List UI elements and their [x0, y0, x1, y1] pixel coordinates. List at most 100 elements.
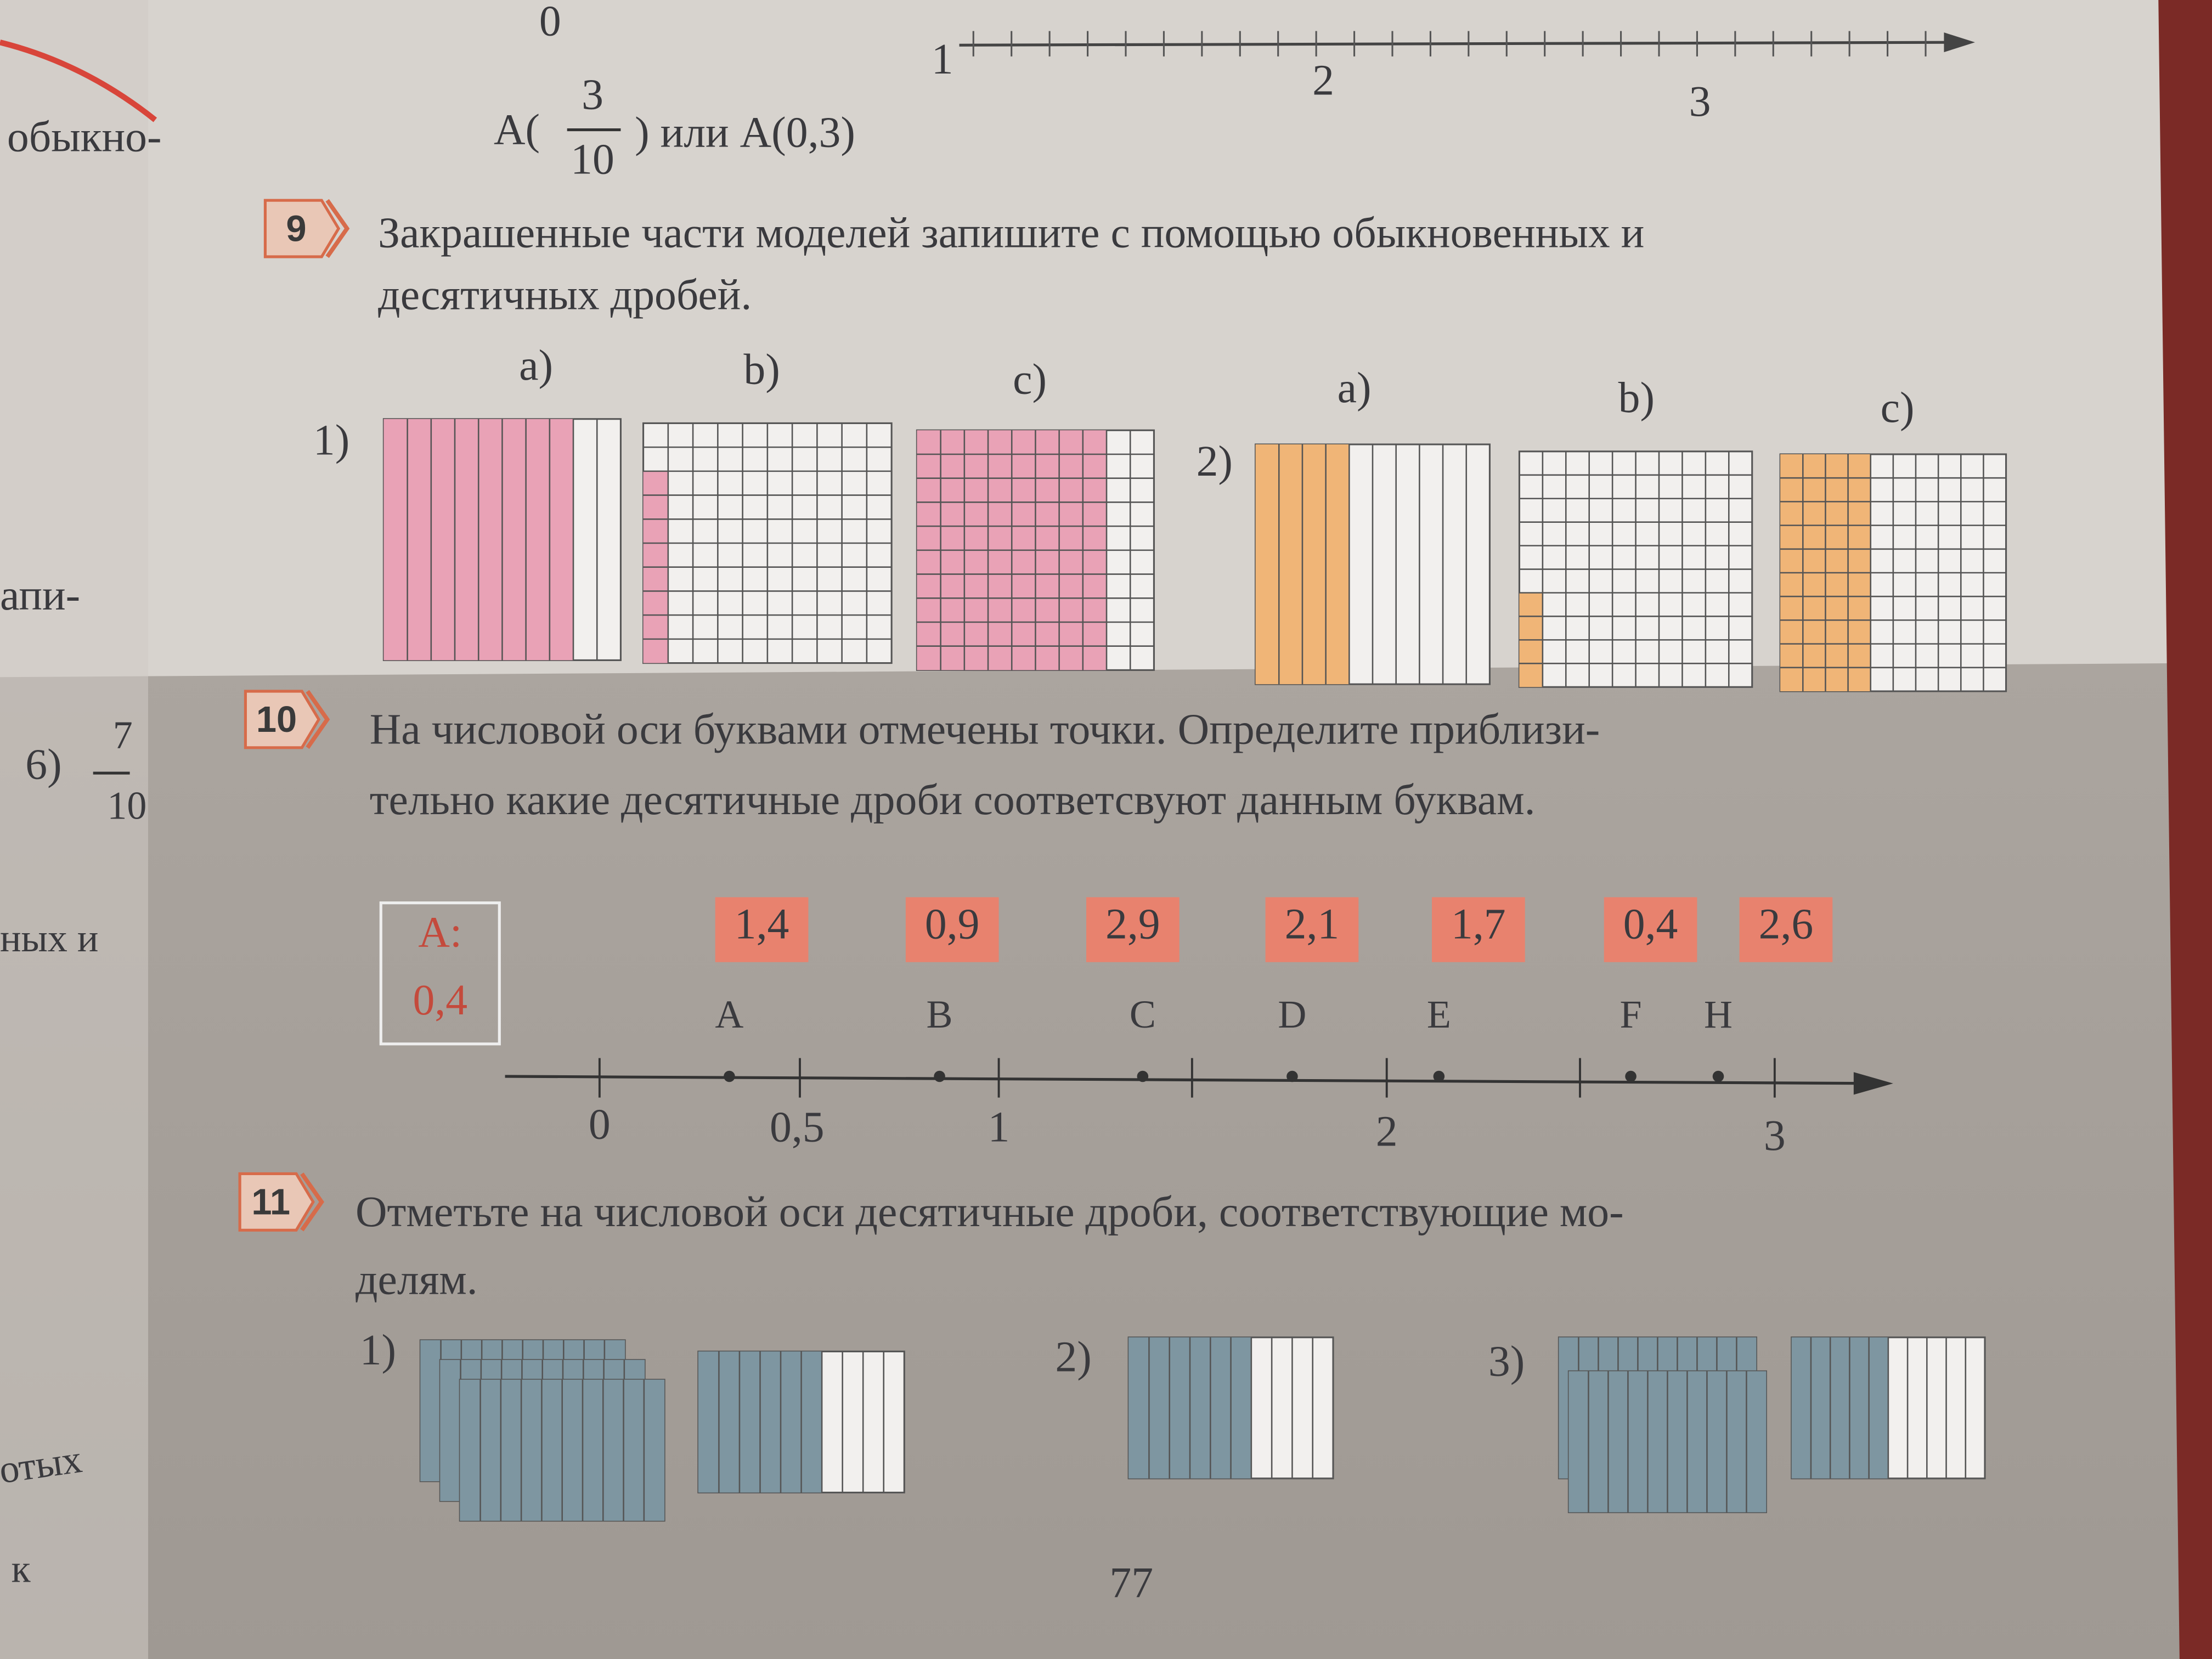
model-shade [964, 598, 989, 622]
model-shade [1059, 430, 1083, 454]
example-box-value: 0,4 [413, 976, 467, 1024]
point-letter: C [1130, 992, 1156, 1036]
model-shade [1803, 549, 1826, 573]
model-shade [1780, 549, 1803, 573]
model-shade [431, 419, 455, 661]
model-shade [1255, 444, 1279, 685]
badge-shape [244, 690, 321, 749]
model-shade [1035, 478, 1059, 503]
answer: 2,9 [1105, 900, 1160, 948]
model-shade [917, 502, 941, 527]
model-shade [1780, 525, 1803, 549]
model-shade [988, 430, 1012, 454]
model-shade [1325, 444, 1350, 685]
blue-model-shade [1746, 1371, 1767, 1513]
model-shade [1825, 596, 1848, 620]
model-shade [1012, 454, 1036, 478]
item-label: 3) [1488, 1337, 1525, 1385]
top-arrow [1944, 32, 1975, 53]
model-shade [1012, 550, 1036, 574]
model-shade [940, 598, 964, 622]
blue-model-shade [521, 1379, 542, 1521]
model-shade [1012, 478, 1036, 503]
exercise-text: Закрашенные части моделей запишите с пом… [378, 208, 1644, 257]
model-shade [940, 454, 964, 478]
model-shade [1082, 526, 1107, 550]
model-shade [502, 419, 526, 661]
model-shade [1082, 478, 1107, 503]
exercise-number: 11 [251, 1182, 290, 1223]
blue-model-shade [460, 1379, 481, 1521]
model-shade [1059, 526, 1083, 550]
model-shade [1848, 573, 1871, 597]
model-shade [1825, 525, 1848, 549]
model-shade [1780, 667, 1803, 691]
model-shade [643, 495, 668, 520]
model-shade [1780, 644, 1803, 668]
blue-model-shade [541, 1379, 562, 1521]
model-shade [1082, 574, 1107, 599]
model-shade [1059, 646, 1083, 670]
blue-model-shade [1726, 1371, 1747, 1513]
model-shade [917, 622, 941, 646]
model-shade [1848, 478, 1871, 502]
model-shade [940, 430, 964, 454]
blue-model-shade [500, 1379, 522, 1521]
model-shade [1825, 549, 1848, 573]
model-shade [940, 574, 964, 599]
exercise-number: 10 [256, 699, 297, 740]
model-shade [1848, 644, 1871, 668]
blue-model-shade [1687, 1371, 1707, 1513]
example-prefix: A( [494, 106, 540, 154]
model-shade [964, 454, 989, 478]
axis-label: 0 [589, 1100, 611, 1148]
model-shade [1803, 644, 1826, 668]
exercise-text: Отметьте на числовой оси десятичные дроб… [356, 1188, 1624, 1236]
page-number: 77 [1109, 1559, 1153, 1607]
model-shade [988, 478, 1012, 503]
blue-model-shade [1210, 1337, 1231, 1479]
exercise-text: делям. [356, 1255, 478, 1304]
model-shade [1035, 598, 1059, 622]
model-shade [1012, 598, 1036, 622]
model-shade [1519, 640, 1543, 664]
model-shade [1780, 596, 1803, 620]
model-shade [988, 574, 1012, 599]
model-shade [1035, 502, 1059, 527]
model-shade [917, 598, 941, 622]
model-shade [940, 478, 964, 503]
blue-model-shade [1568, 1371, 1589, 1513]
blue-model-shade [1667, 1371, 1688, 1513]
axis-arrow [1853, 1072, 1893, 1095]
blue-model-shade [1128, 1337, 1149, 1479]
model-shade [1825, 644, 1848, 668]
model-shade [1082, 502, 1107, 527]
blue-model-shade [1707, 1371, 1727, 1513]
model-shade [1082, 646, 1107, 670]
model-shade [1059, 550, 1083, 574]
answer: 2,6 [1759, 900, 1814, 948]
axis-label: 0,5 [770, 1103, 825, 1152]
answer: 1,7 [1451, 900, 1506, 948]
model-shade [917, 526, 941, 550]
model-shade [643, 615, 668, 639]
point [1433, 1070, 1445, 1082]
model-shade [1780, 454, 1803, 478]
item-label: c) [1013, 356, 1047, 404]
item-label: a) [1338, 364, 1372, 412]
exercise-text: тельно какие десятичные дроби соответсву… [370, 776, 1536, 824]
badge-chevron [300, 1172, 324, 1232]
model-shade [1035, 550, 1059, 574]
item-label: 2) [1055, 1333, 1091, 1381]
model-shade [1519, 592, 1543, 617]
model-shade [1780, 620, 1803, 644]
blue-model-shade [1588, 1371, 1609, 1513]
point [1712, 1070, 1724, 1082]
model-shade [940, 502, 964, 527]
margin-text: обыкно- [7, 112, 162, 161]
margin-text: 7 [113, 713, 133, 757]
blue-model-shade [719, 1351, 740, 1493]
model-shade [1825, 620, 1848, 644]
model-shade [917, 646, 941, 670]
